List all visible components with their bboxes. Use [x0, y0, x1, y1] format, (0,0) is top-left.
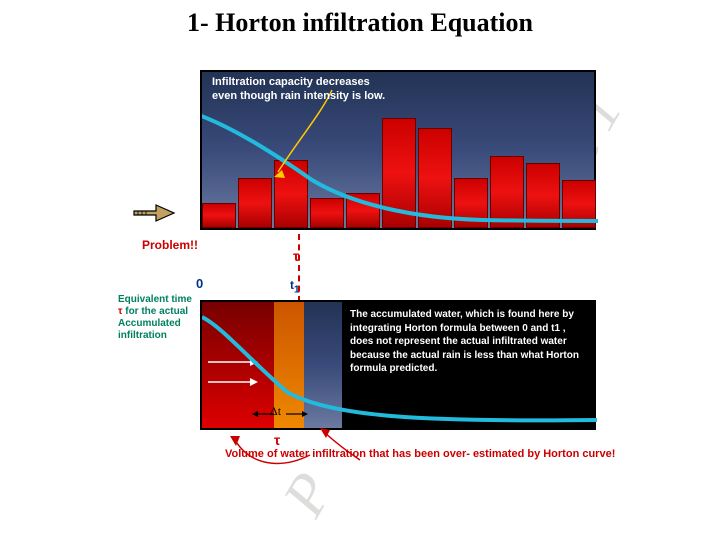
pointer-icon: [132, 195, 177, 225]
page-title: 1- Horton infiltration Equation: [0, 8, 720, 38]
dashed-t1-line: [298, 234, 300, 302]
bottom-chart-text: The accumulated water, which is found he…: [350, 308, 588, 376]
axis-zero: 0: [196, 276, 203, 291]
top-chart-container: Infiltration capacity decreases even tho…: [200, 70, 600, 230]
top-chart-caption: Infiltration capacity decreases even tho…: [212, 76, 392, 104]
equivalent-time-caption: Equivalent time τ for the actual Accumul…: [118, 294, 196, 342]
bottom-chart: Δt The accumulated water, which is found…: [200, 300, 596, 430]
watermark-3: P: [269, 461, 347, 527]
footer-caption: Volume of water infiltration that has be…: [225, 448, 615, 460]
problem-label: Problem!!: [142, 238, 198, 252]
tau-lower: τ: [274, 432, 280, 448]
top-chart: Infiltration capacity decreases even tho…: [200, 70, 596, 230]
eq-time-l2: for the actual Accumulated infiltration: [118, 306, 188, 341]
eq-time-l1: Equivalent time: [118, 294, 192, 305]
